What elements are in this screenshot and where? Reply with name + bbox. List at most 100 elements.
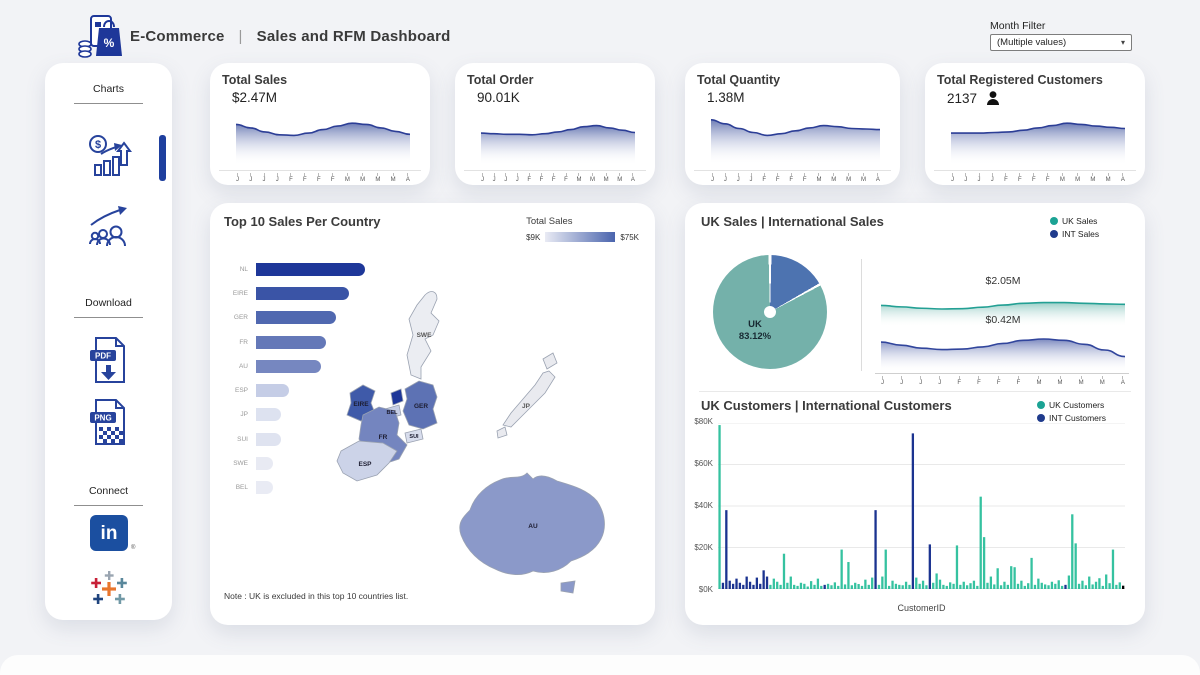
sidebar-section-download: Download bbox=[85, 297, 132, 309]
map-region-japan-hokkaido[interactable] bbox=[542, 352, 558, 370]
top10-bar[interactable] bbox=[256, 359, 322, 373]
customer-bar bbox=[772, 578, 775, 590]
top10-bar[interactable] bbox=[256, 457, 274, 471]
world-sales-map[interactable]: SWE EIRE BEL GER FR SUI ESP JP AU bbox=[325, 275, 660, 605]
y-tick-label: $40K bbox=[694, 501, 713, 510]
map-region-netherlands[interactable] bbox=[390, 388, 404, 406]
customer-bar bbox=[864, 579, 867, 589]
month-filter-value: (Multiple values) bbox=[997, 37, 1067, 48]
top10-bar[interactable] bbox=[256, 432, 281, 446]
customer-bar bbox=[735, 578, 738, 590]
month-tick-label: F bbox=[789, 173, 793, 183]
customer-bar bbox=[796, 585, 799, 589]
map-label-eire: EIRE bbox=[353, 401, 369, 408]
axis-line bbox=[464, 170, 646, 171]
map-region-australia[interactable] bbox=[459, 472, 605, 575]
customer-bar bbox=[1074, 543, 1077, 589]
month-tick-label: J bbox=[493, 173, 496, 183]
y-tick-label: $80K bbox=[694, 417, 713, 426]
customer-bar bbox=[752, 584, 755, 589]
top10-bar-category-label: EIRE bbox=[232, 289, 248, 297]
customer-bar bbox=[860, 585, 864, 589]
month-tick-label: M bbox=[1090, 173, 1095, 183]
customer-bar bbox=[755, 577, 759, 589]
top10-bar[interactable] bbox=[256, 286, 349, 300]
customer-bar bbox=[877, 584, 881, 589]
sales-chart-icon[interactable]: $ bbox=[85, 133, 133, 181]
png-download-icon[interactable]: PNG bbox=[86, 397, 132, 447]
customer-bar bbox=[911, 433, 915, 590]
top10-bar-rows[interactable]: NL EIRE GER FR AU ESP JP SUI SWE BEL bbox=[220, 257, 380, 500]
top10-bar[interactable] bbox=[256, 311, 336, 325]
sidebar-section-connect: Connect bbox=[88, 485, 129, 497]
customer-bar bbox=[1118, 582, 1121, 589]
map-region-tasmania[interactable] bbox=[560, 580, 576, 594]
top10-bar[interactable] bbox=[256, 262, 365, 276]
linkedin-icon[interactable]: in bbox=[90, 515, 128, 551]
customer-bar bbox=[959, 584, 962, 589]
month-tick-label: J bbox=[750, 173, 753, 183]
customer-bar bbox=[786, 582, 789, 589]
month-tick-label: J bbox=[951, 173, 954, 183]
customer-bar bbox=[1101, 585, 1104, 589]
customer-bar bbox=[999, 585, 1003, 589]
map-region-japan-kyushu[interactable] bbox=[496, 426, 508, 439]
customers-bar-chart[interactable] bbox=[718, 422, 1125, 590]
map-label-esp: ESP bbox=[358, 461, 372, 468]
month-tick-label: M bbox=[1100, 376, 1105, 386]
customer-bar bbox=[996, 568, 999, 589]
month-tick-label: F bbox=[303, 173, 307, 183]
top10-note: Note : UK is excluded in this top 10 cou… bbox=[224, 591, 409, 601]
map-region-germany[interactable] bbox=[402, 380, 438, 430]
top10-bar-row: SWE bbox=[220, 451, 380, 475]
uk-international-panel: UK Sales | International Sales UK Sales … bbox=[685, 203, 1145, 625]
customer-bar bbox=[779, 584, 782, 589]
map-region-spain[interactable] bbox=[336, 440, 398, 482]
kpi-title: Total Registered Customers bbox=[937, 73, 1103, 87]
customer-bar bbox=[1050, 581, 1054, 589]
map-region-japan-honshu[interactable] bbox=[502, 370, 556, 428]
customer-bar bbox=[1037, 578, 1040, 590]
month-tick-label: J bbox=[964, 173, 967, 183]
customer-bar bbox=[1033, 584, 1037, 589]
customer-bar bbox=[1016, 583, 1020, 589]
month-tick-label: M bbox=[375, 173, 380, 183]
customer-bar bbox=[759, 583, 762, 589]
customer-bar bbox=[935, 573, 938, 589]
sidebar: Charts $ bbox=[45, 63, 172, 620]
top10-bar[interactable] bbox=[256, 384, 290, 398]
customer-bar bbox=[731, 583, 735, 589]
legend-label: INT Customers bbox=[1049, 413, 1106, 423]
month-tick-label: F bbox=[1017, 376, 1020, 386]
map-region-switzerland[interactable] bbox=[404, 428, 424, 444]
divider bbox=[74, 317, 143, 318]
customer-bar bbox=[1122, 585, 1125, 589]
top10-bar[interactable] bbox=[256, 481, 273, 495]
customer-bar bbox=[721, 582, 725, 589]
month-tick-label: M bbox=[846, 173, 851, 183]
month-filter-dropdown[interactable]: (Multiple values) ▾ bbox=[990, 34, 1132, 51]
top10-bar[interactable] bbox=[256, 408, 282, 422]
customer-bar bbox=[765, 576, 769, 589]
customer-bar bbox=[891, 580, 894, 589]
int-sales-total-label: $0.42M bbox=[985, 314, 1021, 326]
customer-bar bbox=[1094, 581, 1098, 589]
pdf-download-icon[interactable]: PDF bbox=[86, 335, 132, 385]
customer-bar bbox=[898, 584, 901, 589]
month-tick-label: M bbox=[1079, 376, 1084, 386]
customer-bar bbox=[854, 582, 857, 589]
tableau-icon[interactable] bbox=[87, 569, 131, 613]
uk-sales-area-chart[interactable] bbox=[881, 291, 1125, 327]
map-label-ger: GER bbox=[414, 403, 428, 410]
customers-chart-icon[interactable] bbox=[85, 203, 133, 251]
map-region-sweden[interactable] bbox=[406, 291, 440, 380]
int-sales-area-chart[interactable] bbox=[881, 328, 1125, 372]
uk-int-sales-pie-chart[interactable]: UK 83.12% bbox=[713, 255, 827, 369]
map-label-fr: FR bbox=[379, 434, 388, 441]
month-tick-label: J bbox=[504, 173, 507, 183]
axis-line bbox=[694, 170, 891, 171]
top10-bar[interactable] bbox=[256, 335, 326, 349]
